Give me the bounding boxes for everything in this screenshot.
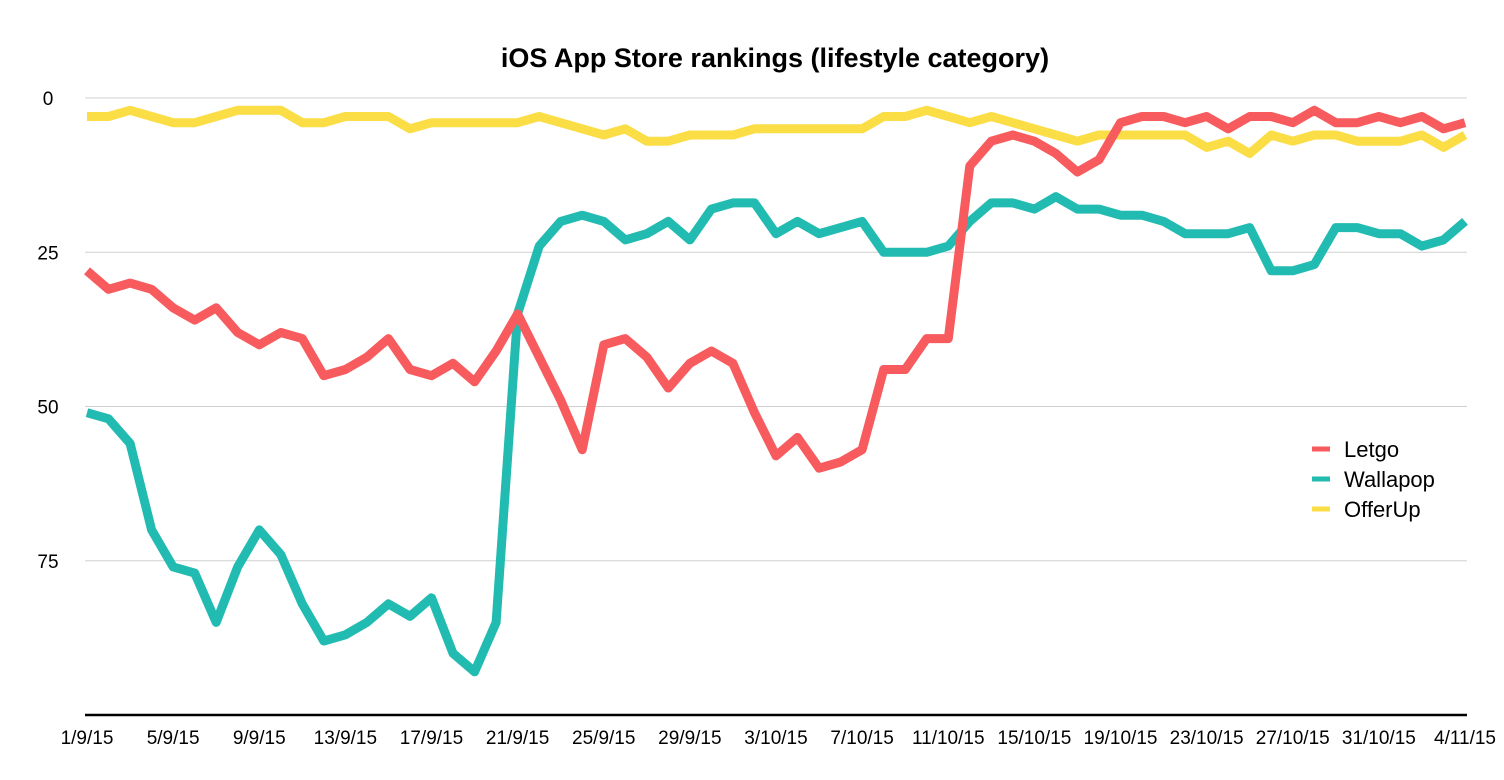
x-tick-label: 11/10/15 <box>912 728 985 749</box>
y-tick-label: 0 <box>43 89 54 110</box>
series-line-letgo <box>84 105 1467 473</box>
x-tick-label: 1/9/15 <box>61 728 114 749</box>
y-axis-ticks: 0 25 50 75 <box>37 89 58 573</box>
legend: Letgo Wallapop OfferUp <box>1312 437 1435 522</box>
x-tick-label: 27/10/15 <box>1256 728 1330 749</box>
x-tick-label: 13/9/15 <box>314 728 377 749</box>
x-tick-label: 7/10/15 <box>830 728 893 749</box>
legend-label-letgo: Letgo <box>1344 437 1399 462</box>
x-tick-label: 17/9/15 <box>400 728 463 749</box>
x-tick-label: 9/9/15 <box>233 728 286 749</box>
x-tick-label: 25/9/15 <box>572 728 635 749</box>
y-tick-label: 25 <box>37 243 58 264</box>
x-tick-label: 31/10/15 <box>1342 728 1416 749</box>
y-tick-label: 75 <box>37 552 58 573</box>
legend-label-offerup: OfferUp <box>1344 497 1421 522</box>
series-line-offerup <box>87 105 1468 158</box>
y-tick-label: 50 <box>37 398 58 419</box>
x-tick-label: 29/9/15 <box>658 728 721 749</box>
x-tick-label: 21/9/15 <box>486 728 549 749</box>
x-tick-label: 3/10/15 <box>744 728 807 749</box>
x-axis-ticks: 1/9/15 5/9/15 9/9/15 13/9/15 17/9/15 21/9/15 2… <box>61 728 1496 749</box>
x-tick-label: 15/10/15 <box>997 728 1071 749</box>
legend-label-wallapop: Wallapop <box>1344 467 1435 492</box>
x-tick-label: 4/11/15 <box>1434 728 1496 749</box>
x-tick-label: 5/9/15 <box>147 728 200 749</box>
x-tick-label: 23/10/15 <box>1170 728 1244 749</box>
chart-title: iOS App Store rankings (lifestyle catego… <box>501 43 1049 73</box>
gridlines <box>85 97 1467 562</box>
x-tick-label: 19/10/15 <box>1084 728 1158 749</box>
series-lines <box>84 105 1468 677</box>
series-line-wallapop <box>85 192 1468 677</box>
